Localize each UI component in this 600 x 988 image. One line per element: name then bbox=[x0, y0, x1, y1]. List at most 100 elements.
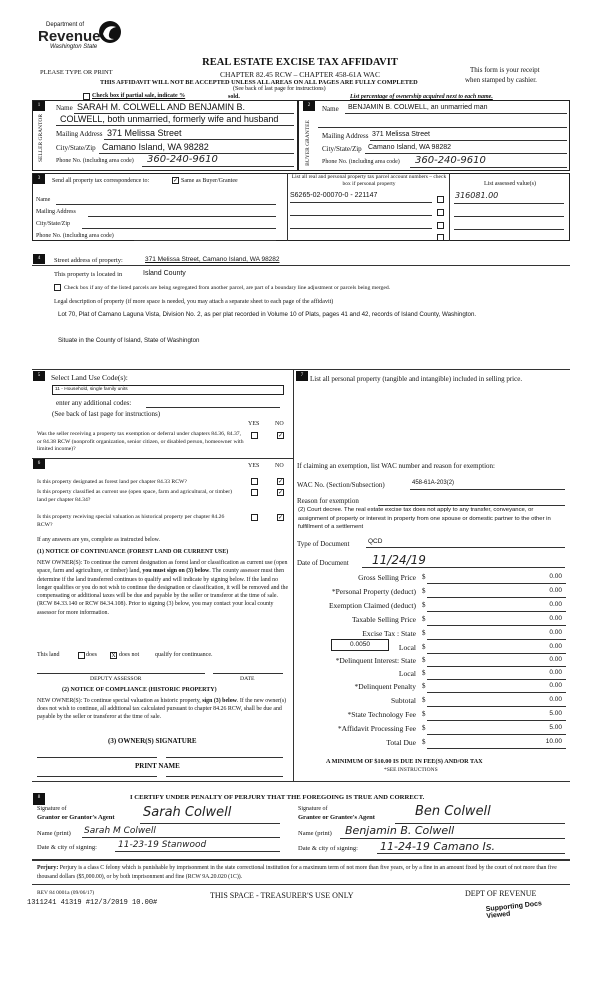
seller-grantor-label: SELLER GRANTOR bbox=[38, 113, 44, 163]
local-rate-field[interactable]: 0.0050 bbox=[331, 639, 389, 651]
does-not-checkbox[interactable]: X bbox=[110, 652, 117, 659]
fee-value[interactable]: 10.00 bbox=[545, 738, 562, 745]
forest-no-checkbox[interactable]: ✓ bbox=[277, 478, 284, 485]
seller-mail-label: Mailing Address bbox=[56, 130, 103, 138]
assessed-value[interactable]: 316081.00 bbox=[455, 191, 499, 200]
fee-value[interactable]: 0.00 bbox=[549, 573, 562, 580]
seller-city[interactable]: Camano Island, WA 98282 bbox=[102, 142, 209, 152]
section-2-badge: 2 bbox=[303, 101, 315, 111]
buyer-mail[interactable]: 371 Melissa Street bbox=[372, 131, 430, 138]
fee-value[interactable]: 0.00 bbox=[549, 643, 562, 650]
if-yes-instructions: If any answers are yes, complete as inst… bbox=[37, 537, 160, 543]
owner-signature-line[interactable] bbox=[166, 757, 283, 758]
additional-codes-field[interactable] bbox=[146, 407, 280, 408]
receipt-note-2: when stamped by cashier. bbox=[465, 76, 537, 84]
legal-situate[interactable]: Situate in the County of Island, State o… bbox=[58, 337, 200, 344]
perjury-bold: Perjury: bbox=[37, 865, 59, 871]
reason-text[interactable]: (2) Court decree. The real estate excise… bbox=[298, 507, 551, 530]
fee-line bbox=[427, 597, 566, 598]
historic-no-checkbox[interactable]: ✓ bbox=[277, 514, 284, 521]
segregate-checkbox[interactable] bbox=[54, 284, 61, 291]
parcel-personal-checkbox[interactable] bbox=[437, 234, 444, 241]
historic-yes-checkbox[interactable] bbox=[251, 514, 258, 521]
reason-label: Reason for exemption bbox=[297, 497, 359, 505]
compliance-text-bold: sign (3) below bbox=[202, 698, 237, 704]
see-instructions: *SEE INSTRUCTIONS bbox=[384, 767, 438, 773]
logo-wave-icon bbox=[99, 21, 121, 43]
parcel-number[interactable]: S6265-02-00070-0 - 221147 bbox=[290, 192, 378, 199]
does-label: does bbox=[86, 652, 97, 658]
fee-value[interactable]: 0.00 bbox=[549, 601, 562, 608]
grantor-signature[interactable]: Sarah Colwell bbox=[143, 805, 232, 820]
forest-yes-checkbox[interactable] bbox=[251, 478, 258, 485]
does-checkbox[interactable] bbox=[78, 652, 85, 659]
form-chapter: CHAPTER 82.45 RCW – CHAPTER 458-61A WAC bbox=[220, 70, 380, 79]
buyer-name[interactable]: BENJAMIN B. COLWELL, an unmarried man bbox=[348, 104, 488, 111]
fee-value[interactable]: 0.00 bbox=[549, 682, 562, 689]
fee-value[interactable]: 5.00 bbox=[549, 724, 562, 731]
fee-label: Subtotal bbox=[390, 696, 416, 705]
parcel-personal-checkbox[interactable] bbox=[437, 196, 444, 203]
current-use-no-checkbox[interactable]: ✓ bbox=[277, 489, 284, 496]
parcel-header: List all real and personal property tax … bbox=[291, 174, 447, 187]
fee-label: Gross Selling Price bbox=[358, 573, 416, 582]
grantor-date-city[interactable]: 11-23-19 Stanwood bbox=[118, 840, 207, 850]
buyer-city[interactable]: Camano Island, WA 98282 bbox=[368, 144, 452, 151]
seller-name-line2[interactable]: COLWELL, both unmarried, formerly wife a… bbox=[60, 114, 279, 124]
fee-value[interactable]: 0.00 bbox=[549, 629, 562, 636]
acceptance-warning: THIS AFFIDAVIT WILL NOT BE ACCEPTED UNLE… bbox=[100, 79, 418, 86]
grantor-sig-of: Signature of bbox=[37, 806, 67, 812]
ownership-note: List percentage of ownership acquired ne… bbox=[350, 94, 493, 100]
county-value[interactable]: Island County bbox=[143, 270, 186, 277]
doc-type[interactable]: QCD bbox=[368, 538, 383, 545]
seller-mail[interactable]: 371 Melissa Street bbox=[107, 128, 182, 138]
exemption-no-checkbox[interactable]: ✓ bbox=[277, 432, 284, 439]
seller-name-label: Name bbox=[56, 104, 73, 112]
street-address[interactable]: 371 Melissa Street, Camano Island, WA 98… bbox=[145, 256, 280, 263]
grantee-name-label: Name (print) bbox=[298, 830, 332, 837]
currency-symbol: $ bbox=[422, 696, 426, 704]
owner-signature-line[interactable] bbox=[37, 757, 157, 758]
legal-description[interactable]: Lot 70, Plat of Camano Laguna Vista, Div… bbox=[58, 311, 477, 318]
fee-value[interactable]: 0.00 bbox=[549, 696, 562, 703]
grantee-signature[interactable]: Ben Colwell bbox=[415, 804, 491, 819]
exemption-yes-checkbox[interactable] bbox=[251, 432, 258, 439]
fee-label: Local bbox=[398, 643, 416, 652]
print-name-line[interactable] bbox=[166, 776, 283, 777]
logo-dept-top: Department of bbox=[46, 22, 85, 28]
same-as-buyer-checkbox[interactable]: ✓ bbox=[172, 177, 179, 184]
fee-line bbox=[427, 583, 566, 584]
partial-sale-checkbox[interactable] bbox=[83, 93, 90, 100]
wac-number[interactable]: 458-61A-203(2) bbox=[412, 480, 455, 486]
fee-value[interactable]: 0.00 bbox=[549, 656, 562, 663]
currency-symbol: $ bbox=[422, 601, 426, 609]
seller-phone[interactable]: 360-240-9610 bbox=[147, 154, 218, 165]
fee-value[interactable]: 0.00 bbox=[549, 615, 562, 622]
fee-line bbox=[427, 625, 566, 626]
fee-label: Total Due bbox=[386, 738, 416, 747]
current-use-yes-checkbox[interactable] bbox=[251, 489, 258, 496]
fee-label: *Delinquent Penalty bbox=[354, 682, 416, 691]
grantee-date-city[interactable]: 11-24-19 Camano Is. bbox=[380, 840, 495, 853]
fee-value[interactable]: 0.00 bbox=[549, 587, 562, 594]
parcel-personal-checkbox[interactable] bbox=[437, 209, 444, 216]
fee-line bbox=[427, 639, 566, 640]
fee-label: Local bbox=[398, 669, 416, 678]
grantee-name[interactable]: Benjamin B. Colwell bbox=[345, 824, 455, 837]
street-address-label: Street address of property: bbox=[54, 257, 123, 264]
fee-value[interactable]: 5.00 bbox=[549, 710, 562, 717]
buyer-phone[interactable]: 360-240-9610 bbox=[415, 155, 486, 166]
owner-signature-label: (3) OWNER(S) SIGNATURE bbox=[108, 737, 197, 745]
fee-value[interactable]: 0.00 bbox=[549, 669, 562, 676]
print-name-line[interactable] bbox=[37, 776, 157, 777]
doc-date[interactable]: 11/24/19 bbox=[372, 553, 426, 567]
send-correspondence-label: Send all property tax correspondence to: bbox=[52, 178, 150, 184]
grantor-name[interactable]: Sarah M Colwell bbox=[84, 826, 156, 836]
seller-name-line1[interactable]: SARAH M. COLWELL AND BENJAMIN B. bbox=[77, 102, 246, 112]
land-use-code-field[interactable]: 11 - Household, single family units bbox=[52, 385, 284, 395]
fee-row: *State Technology Fee $5.00 bbox=[300, 710, 566, 722]
buyer-mail-label: Mailing Address bbox=[322, 132, 369, 140]
fee-line bbox=[427, 748, 566, 749]
fee-label: *Affidavit Processing Fee bbox=[337, 724, 416, 733]
parcel-personal-checkbox[interactable] bbox=[437, 222, 444, 229]
